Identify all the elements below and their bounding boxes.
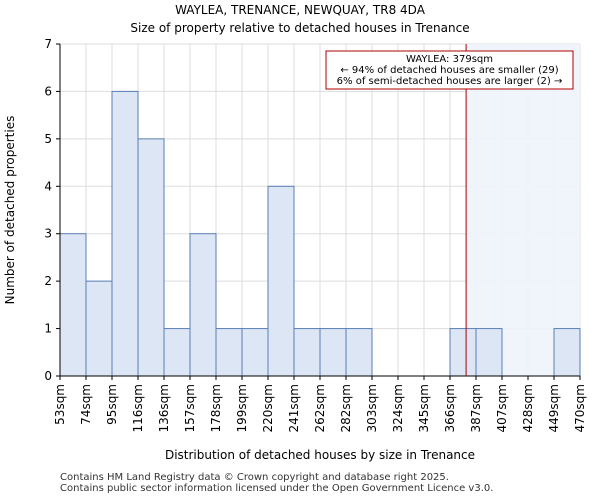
y-tick-label: 7 <box>44 37 52 51</box>
bar <box>319 328 347 377</box>
bar <box>345 328 373 377</box>
x-tick-label: 282sqm <box>339 384 353 432</box>
x-tick-label: 74sqm <box>79 384 93 425</box>
x-tick-label: 428sqm <box>521 384 535 432</box>
x-axis: 53sqm 74sqm 95sqm 116sqm 136sqm 157sqm 178sqm 1… <box>53 375 587 432</box>
chart-title: WAYLEA, TRENANCE, NEWQUAY, TR8 4DA <box>175 3 425 17</box>
annotation-box <box>325 50 574 90</box>
histogram-chart: 0 1 2 3 4 5 6 7 53sqm 74sqm 95sqm 116sqm 136sqm 157s… <box>3 37 587 462</box>
x-tick-label: 407sqm <box>495 384 509 432</box>
x-tick-label: 199sqm <box>235 384 249 432</box>
footer-attribution: Contains HM Land Registry data © Crown c… <box>60 472 493 494</box>
x-tick-label: 262sqm <box>313 384 327 432</box>
x-tick-label: 136sqm <box>157 384 171 432</box>
x-axis-label: Distribution of detached houses by size … <box>165 448 475 462</box>
bar <box>553 328 581 377</box>
bar <box>475 328 503 377</box>
bar <box>267 185 295 377</box>
bar <box>189 233 217 377</box>
y-tick-label: 4 <box>44 179 52 193</box>
y-axis-label: Number of detached properties <box>3 116 17 305</box>
x-tick-label: 345sqm <box>417 384 431 432</box>
x-tick-label: 241sqm <box>287 384 301 432</box>
annotation-line-1: WAYLEA: 379sqm <box>406 54 493 65</box>
x-tick-label: 324sqm <box>391 384 405 432</box>
y-axis: 0 1 2 3 4 5 6 7 <box>44 37 61 383</box>
footer-line-2: Contains public sector information licen… <box>60 483 494 494</box>
larger-region-highlight <box>466 44 580 376</box>
footer-line-1: Contains HM Land Registry data © Crown c… <box>60 472 449 483</box>
y-tick-label: 5 <box>44 132 52 146</box>
y-tick-label: 0 <box>44 369 52 383</box>
bar <box>293 328 321 377</box>
y-tick-label: 3 <box>44 227 52 241</box>
x-tick-label: 387sqm <box>469 384 483 432</box>
x-tick-label: 95sqm <box>105 384 119 425</box>
x-tick-label: 449sqm <box>547 384 561 432</box>
y-tick-label: 6 <box>44 84 52 98</box>
x-tick-label: 366sqm <box>443 384 457 432</box>
x-tick-label: 157sqm <box>183 384 197 432</box>
x-tick-label: 220sqm <box>261 384 275 432</box>
bar <box>163 328 191 377</box>
bar-group <box>59 90 581 377</box>
chart-subtitle: Size of property relative to detached ho… <box>130 21 470 35</box>
bar <box>111 90 139 377</box>
bar <box>59 233 87 377</box>
bar <box>449 328 477 377</box>
bar <box>85 280 113 377</box>
x-tick-label: 303sqm <box>365 384 379 432</box>
x-tick-label: 178sqm <box>209 384 223 432</box>
x-tick-label: 53sqm <box>53 384 67 425</box>
y-tick-label: 2 <box>44 274 52 288</box>
bar <box>215 328 243 377</box>
x-tick-label: 470sqm <box>573 384 587 432</box>
x-tick-label: 116sqm <box>131 384 145 432</box>
bar <box>241 328 269 377</box>
annotation-line-3: 6% of semi-detached houses are larger (2… <box>337 76 563 87</box>
y-tick-label: 1 <box>44 322 52 336</box>
bar <box>137 138 165 377</box>
annotation-line-2: ← 94% of detached houses are smaller (29… <box>340 65 558 76</box>
